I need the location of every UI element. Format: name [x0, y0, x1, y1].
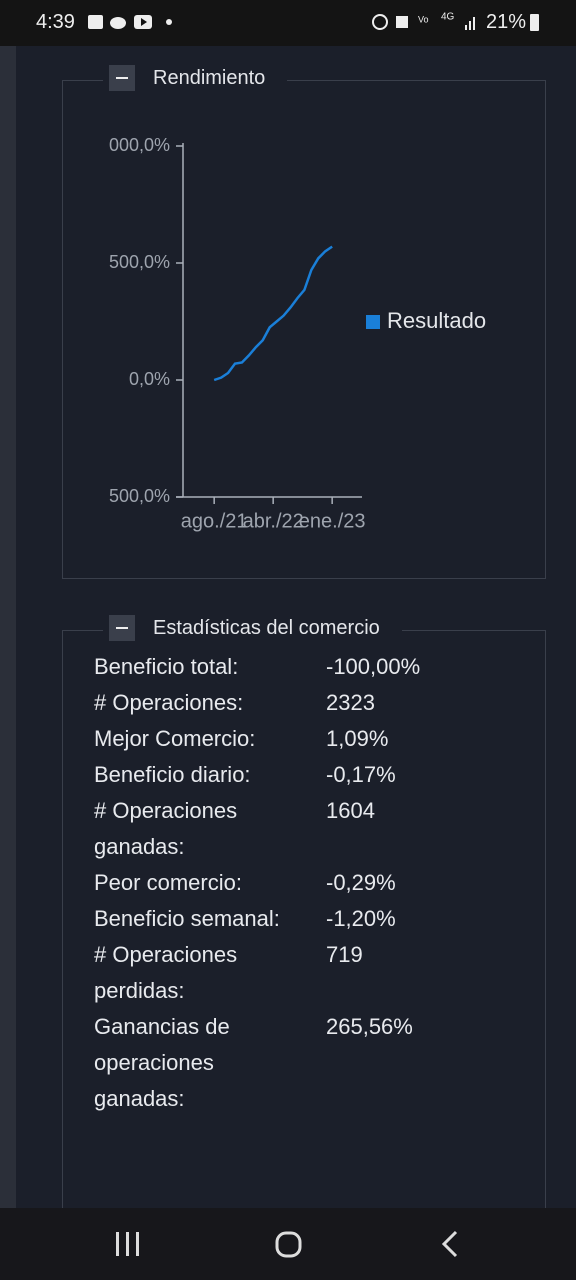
- stat-value: 265,56%: [326, 1014, 413, 1039]
- stat-row: # Operaciones perdidas: 719: [94, 937, 420, 1009]
- stat-label: Peor comercio:: [94, 870, 242, 895]
- stat-value: 719: [326, 942, 363, 967]
- nav-bar: [0, 1208, 576, 1280]
- stat-label: Beneficio total:: [94, 654, 239, 679]
- svg-text:Vo: Vo: [418, 14, 429, 24]
- nav-icons: [116, 1230, 458, 1258]
- notification-icons: [88, 15, 172, 29]
- legend-swatch: [366, 315, 380, 329]
- stat-row: Beneficio semanal: -1,20%: [94, 901, 420, 937]
- stat-label: # Operaciones perdidas:: [94, 942, 238, 1003]
- panel-title: Estadísticas del comercio: [153, 616, 380, 639]
- line: [213, 245, 333, 382]
- stat-label: Mejor Comercio:: [94, 726, 256, 751]
- content: Rendimiento 000,0% 500,0% 0,0% 500,0% ago./2…: [0, 46, 576, 1208]
- y-tick-label: 000,0%: [109, 135, 170, 155]
- panel-title: Rendimiento: [153, 66, 266, 89]
- collapse-button[interactable]: [109, 65, 135, 91]
- y-tick-label: 500,0%: [109, 486, 170, 506]
- stat-row: Beneficio total: -100,00%: [94, 649, 420, 685]
- time: 4:39: [36, 11, 75, 33]
- stat-label: Beneficio semanal:: [94, 906, 280, 931]
- side-strip: [0, 46, 16, 1208]
- stat-row: Mejor Comercio: 1,09%: [94, 721, 420, 757]
- x-tick-label: abr./22: [243, 510, 304, 532]
- stats-panel: Estadísticas del comercio Beneficio tota…: [62, 615, 546, 1208]
- stat-value: 2323: [326, 690, 375, 715]
- stats-list: Beneficio total: -100,00% # Operaciones: 23…: [94, 649, 420, 1117]
- stat-value: -1,20%: [326, 906, 396, 931]
- stat-row: Ganancias de operaciones ganadas: 265,56%: [94, 1009, 420, 1117]
- stat-value: -0,17%: [326, 762, 396, 787]
- chart: 000,0% 500,0% 0,0% 500,0% ago./21abr./22ene.…: [109, 135, 486, 533]
- status-bar: 4:39 Vo 4G 21%: [0, 0, 576, 46]
- stat-row: # Operaciones ganadas: 1604: [94, 793, 420, 865]
- svg-text:4G: 4G: [441, 12, 455, 23]
- y-tick-label: 0,0%: [129, 369, 170, 389]
- stat-value: 1604: [326, 798, 375, 823]
- panel-header: Rendimiento: [103, 65, 288, 91]
- battery-icon: [530, 14, 539, 31]
- stat-label: Beneficio diario:: [94, 762, 251, 787]
- panel-header: Estadísticas del comercio: [103, 615, 402, 641]
- back-button[interactable]: [441, 1230, 458, 1258]
- stat-row: # Operaciones: 2323: [94, 685, 420, 721]
- system-icons: Vo 4G: [372, 12, 475, 30]
- legend-label: Resultado: [387, 308, 486, 333]
- stat-row: Beneficio diario: -0,17%: [94, 757, 420, 793]
- stat-value: -0,29%: [326, 870, 396, 895]
- performance-panel: Rendimiento: [62, 65, 546, 579]
- collapse-button[interactable]: [109, 615, 135, 641]
- battery: 21%: [486, 11, 527, 33]
- stat-value: -100,00%: [326, 654, 421, 679]
- x-tick-label: ago./21: [181, 510, 248, 532]
- stat-label: # Operaciones:: [94, 690, 244, 715]
- home-button[interactable]: [275, 1231, 302, 1258]
- x-tick-label: ene./23: [299, 510, 366, 532]
- y-tick-label: 500,0%: [109, 252, 170, 272]
- stat-value: 1,09%: [326, 726, 389, 751]
- stat-label: # Operaciones ganadas:: [94, 798, 238, 859]
- stat-row: Peor comercio: -0,29%: [94, 865, 420, 901]
- stat-label: Ganancias de operaciones ganadas:: [94, 1014, 230, 1111]
